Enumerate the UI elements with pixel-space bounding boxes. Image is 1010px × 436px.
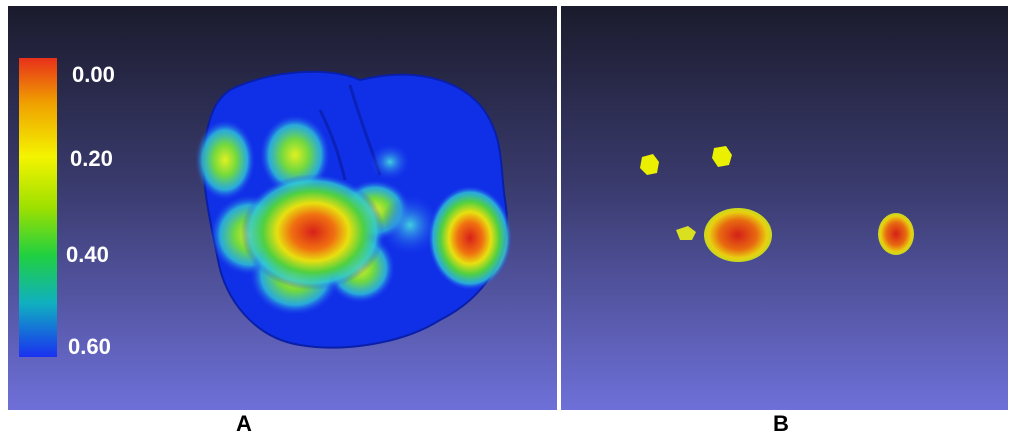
colorbar-label: 0.00	[72, 62, 115, 87]
panel-label: B	[773, 411, 789, 436]
colorbar	[19, 58, 57, 357]
figure: 0.00 0.20 0.40 0.60 A B	[0, 0, 1010, 436]
colorbar-label: 0.40	[66, 242, 109, 267]
panel-label: A	[236, 411, 252, 436]
colorbar-label: 0.60	[68, 334, 111, 359]
colorbar-label: 0.20	[70, 146, 113, 171]
panel-b-bg	[561, 6, 1008, 410]
